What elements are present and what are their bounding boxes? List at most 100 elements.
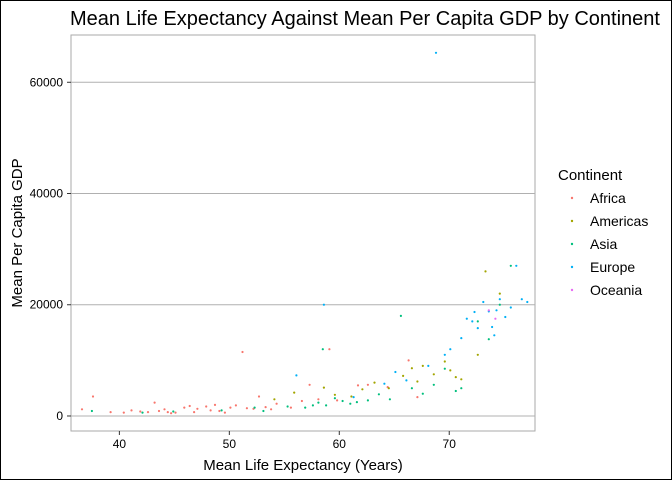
- legend-label-europe: Europe: [590, 259, 635, 275]
- data-point-asia: [341, 399, 344, 403]
- data-point-asia: [443, 367, 446, 370]
- data-point-asia: [220, 409, 223, 412]
- data-point-africa: [91, 395, 95, 398]
- data-point-americas: [460, 378, 463, 381]
- data-point-asia: [317, 401, 320, 404]
- data-point-africa: [205, 405, 208, 408]
- data-point-africa: [416, 396, 419, 399]
- data-point-africa: [218, 409, 221, 413]
- data-point-americas: [293, 391, 296, 394]
- data-point-africa: [109, 411, 112, 414]
- data-point-europe: [476, 327, 479, 330]
- legend-label-asia: Asia: [590, 236, 617, 252]
- data-point-europe: [493, 334, 496, 337]
- data-point-asia: [349, 402, 352, 405]
- data-point-africa: [407, 359, 410, 362]
- data-point-africa: [300, 399, 303, 403]
- data-point-europe: [322, 303, 325, 306]
- data-point-africa: [241, 350, 244, 354]
- y-axis-title: Mean Per Capita GDP: [9, 158, 26, 307]
- data-point-africa: [336, 399, 339, 402]
- data-point-americas: [322, 386, 325, 389]
- data-point-americas: [484, 270, 487, 273]
- data-point-africa: [170, 412, 173, 415]
- x-axis-title: Mean Life Expectancy (Years): [203, 457, 403, 474]
- data-point-americas: [273, 398, 276, 401]
- legend-label-oceania: Oceania: [590, 282, 642, 298]
- data-point-africa: [166, 411, 169, 414]
- data-point-europe: [465, 317, 468, 320]
- data-point-africa: [146, 411, 150, 414]
- legend-items: Africa Americas Asia Europe Oceania: [570, 190, 648, 298]
- data-point-africa: [130, 409, 133, 412]
- data-point-americas: [498, 292, 501, 295]
- data-point-africa: [264, 406, 267, 409]
- data-point-africa: [213, 403, 217, 406]
- data-point-africa: [270, 408, 273, 411]
- data-point-asia: [321, 348, 324, 351]
- data-point-europe: [482, 300, 485, 304]
- data-point-europe: [383, 382, 386, 385]
- data-point-africa: [289, 406, 292, 409]
- data-point-oceania: [494, 317, 497, 320]
- data-point-europe: [495, 309, 498, 312]
- legend-key-europe: [570, 265, 574, 269]
- data-point-africa: [223, 411, 226, 414]
- data-point-americas: [476, 353, 479, 356]
- data-point-americas: [421, 364, 424, 367]
- data-point-americas: [333, 393, 336, 396]
- data-point-europe: [427, 364, 430, 367]
- data-point-europe: [295, 374, 298, 377]
- data-point-europe: [473, 310, 476, 314]
- data-point-europe: [520, 298, 523, 301]
- x-tick-label: 60: [333, 437, 347, 451]
- data-point-africa: [209, 409, 212, 412]
- data-point-europe: [394, 370, 397, 374]
- data-point-europe: [471, 320, 474, 323]
- data-point-asia: [172, 410, 175, 413]
- data-point-americas: [402, 374, 405, 377]
- data-point-africa: [366, 383, 369, 386]
- plot-panel: [70, 34, 536, 432]
- data-point-africa: [308, 383, 311, 386]
- y-tick-label: 40000: [30, 187, 64, 201]
- data-point-asia: [355, 401, 358, 404]
- data-point-africa: [80, 408, 84, 411]
- data-point-asia: [509, 264, 512, 267]
- x-axis-ticks: 40 50 60 70: [113, 431, 457, 451]
- data-point-oceania: [487, 309, 490, 312]
- data-point-africa: [193, 411, 196, 414]
- data-point-africa: [229, 406, 232, 409]
- y-tick-label: 60000: [30, 75, 64, 89]
- data-point-asia: [304, 406, 307, 409]
- data-point-americas: [443, 360, 446, 363]
- data-point-americas: [416, 380, 419, 383]
- data-point-africa: [275, 402, 278, 405]
- data-point-europe: [515, 264, 518, 267]
- data-point-africa: [356, 384, 360, 387]
- y-tick-label: 0: [56, 409, 63, 423]
- data-point-africa: [245, 407, 248, 410]
- data-point-asia: [498, 303, 501, 306]
- data-point-europe: [491, 325, 494, 329]
- data-point-europe: [443, 353, 446, 356]
- legend-title: Continent: [558, 167, 623, 184]
- data-point-africa: [188, 404, 191, 408]
- data-point-asia: [90, 409, 93, 413]
- data-point-asia: [377, 393, 380, 396]
- data-point-europe: [449, 348, 452, 351]
- data-point-asia: [399, 314, 402, 317]
- x-tick-label: 40: [113, 437, 127, 451]
- data-point-asia: [487, 338, 490, 341]
- data-point-americas: [449, 369, 452, 372]
- data-point-africa: [317, 398, 320, 401]
- data-point-africa: [153, 401, 156, 404]
- legend-label-americas: Americas: [590, 213, 648, 229]
- data-point-africa: [163, 408, 166, 411]
- x-tick-label: 70: [443, 437, 457, 451]
- y-tick-label: 20000: [30, 298, 64, 312]
- y-axis-ticks: 0 20000 40000 60000: [30, 75, 71, 423]
- data-point-europe: [352, 396, 355, 399]
- gridlines: [71, 81, 535, 417]
